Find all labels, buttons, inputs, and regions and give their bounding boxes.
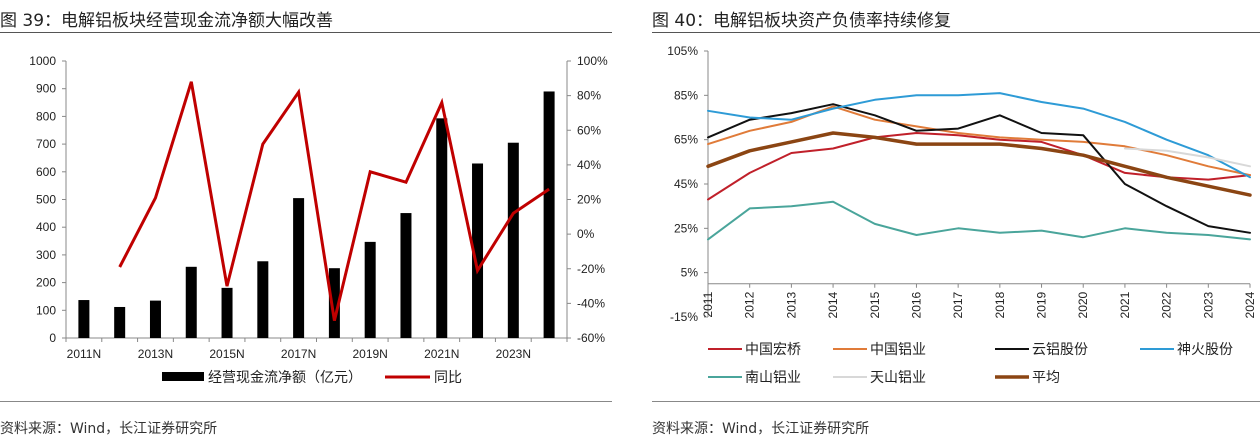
right-chart-x-tick-label: 2024 <box>1243 291 1257 318</box>
left-y-tick-label: 700 <box>36 137 56 151</box>
series-line-南山铝业 <box>707 200 1251 241</box>
bar-2017N <box>293 198 305 338</box>
x-tick-label: 2017N <box>281 347 316 361</box>
bar-2022N <box>472 163 484 338</box>
x-tick-label: 2013N <box>138 347 173 361</box>
legend-label-平均: 平均 <box>1032 369 1060 385</box>
legend-label-云铝股份: 云铝股份 <box>1032 341 1088 357</box>
right-chart-y-tick-label: 85% <box>674 88 698 102</box>
series-line-天山铝业 <box>1123 147 1251 168</box>
left-y-tick-label: 0 <box>49 331 56 345</box>
right-chart-x-tick-label: 2013 <box>784 291 798 318</box>
left-title-rule <box>0 32 612 33</box>
right-chart-title: 图 40：电解铝板块资产负债率持续修复 <box>652 11 952 31</box>
left-y-tick-label: 300 <box>36 248 56 262</box>
legend-label-南山铝业: 南山铝业 <box>745 369 801 385</box>
right-chart-y-tick-label: 25% <box>674 221 698 235</box>
series-line-神火股份 <box>707 92 1251 179</box>
x-tick-label: 2021N <box>424 347 459 361</box>
right-y-tick-label: 60% <box>577 123 601 137</box>
right-chart-x-tick-label: 2012 <box>743 291 757 318</box>
right-chart-x-tick-label: 2021 <box>1118 291 1132 318</box>
right-chart-x-tick-label: 2014 <box>826 291 840 318</box>
left-chart-title: 图 39：电解铝板块经营现金流净额大幅改善 <box>0 11 334 31</box>
series-line-云铝股份 <box>707 103 1251 234</box>
left-y-tick-label: 500 <box>36 193 56 207</box>
right-chart-y-tick-label: 5% <box>681 266 699 280</box>
left-y-tick-label: 900 <box>36 82 56 96</box>
left-y-tick-label: 400 <box>36 220 56 234</box>
right-chart-x-tick-label: 2016 <box>909 291 923 318</box>
bar-2012N <box>114 306 126 338</box>
bar-2023N <box>507 142 519 338</box>
bar-2020N <box>400 213 412 338</box>
left-y-tick-label: 200 <box>36 276 56 290</box>
right-title-rule <box>652 32 1260 33</box>
left-source-note: 资料来源：Wind，长江证券研究所 <box>0 421 218 437</box>
legend-label-中国铝业: 中国铝业 <box>870 341 926 357</box>
right-chart-x-tick-label: 2015 <box>868 291 882 318</box>
right-chart-x-tick-label: 2022 <box>1160 291 1174 318</box>
right-bottom-rule <box>652 401 1260 402</box>
bar-2015N <box>221 287 233 338</box>
right-y-tick-label: 100% <box>577 54 608 68</box>
right-chart-x-tick-label: 2017 <box>951 291 965 318</box>
right-chart-x-tick-label: 2018 <box>993 291 1007 318</box>
bar-2021N <box>436 118 448 339</box>
right-source-note: 资料来源：Wind，长江证券研究所 <box>652 421 870 437</box>
bar-2016N <box>257 261 269 338</box>
right-chart-x-tick-label: 2011 <box>701 291 715 317</box>
bar-2018N <box>328 268 340 338</box>
bar-2014N <box>185 266 197 338</box>
x-tick-label: 2019N <box>352 347 387 361</box>
bar-2019N <box>364 241 376 338</box>
bar-2024N <box>543 91 555 338</box>
right-y-tick-label: 0% <box>577 227 595 241</box>
legend-label-天山铝业: 天山铝业 <box>870 369 926 385</box>
legend-label-中国宏桥: 中国宏桥 <box>745 341 801 357</box>
right-y-tick-label: 40% <box>577 158 601 172</box>
left-y-tick-label: 800 <box>36 109 56 123</box>
series-line-平均 <box>706 131 1252 197</box>
right-y-tick-label: 20% <box>577 193 601 207</box>
right-chart-y-tick-label: -15% <box>670 310 698 324</box>
x-tick-label: 2023N <box>496 347 531 361</box>
legend-swatch-bar <box>162 372 204 381</box>
right-chart-x-tick-label: 2023 <box>1201 291 1215 318</box>
right-chart-x-tick-label: 2019 <box>1035 291 1049 318</box>
right-y-tick-label: -40% <box>577 296 605 310</box>
right-chart-y-tick-label: 45% <box>674 177 698 191</box>
bar-2011N <box>78 300 90 338</box>
bar-2013N <box>149 300 161 338</box>
right-y-tick-label: 80% <box>577 89 601 103</box>
left-y-tick-label: 100 <box>36 303 56 317</box>
right-chart-y-tick-label: 105% <box>667 44 698 58</box>
left-y-tick-label: 600 <box>36 165 56 179</box>
x-tick-label: 2011N <box>67 347 101 361</box>
left-y-tick-label: 1000 <box>29 54 56 68</box>
yoy-line-series <box>118 81 550 322</box>
right-chart-x-tick-label: 2020 <box>1076 291 1090 318</box>
series-line-中国铝业 <box>707 105 1251 177</box>
legend-label-神火股份: 神火股份 <box>1177 341 1233 357</box>
right-chart-y-tick-label: 65% <box>674 133 698 147</box>
legend-label-bar: 经营现金流净额（亿元） <box>208 369 362 385</box>
right-y-tick-label: -60% <box>577 331 605 345</box>
right-y-tick-label: -20% <box>577 262 605 276</box>
legend-label-line: 同比 <box>434 369 462 385</box>
left-bottom-rule <box>0 401 612 402</box>
x-tick-label: 2015N <box>209 347 244 361</box>
